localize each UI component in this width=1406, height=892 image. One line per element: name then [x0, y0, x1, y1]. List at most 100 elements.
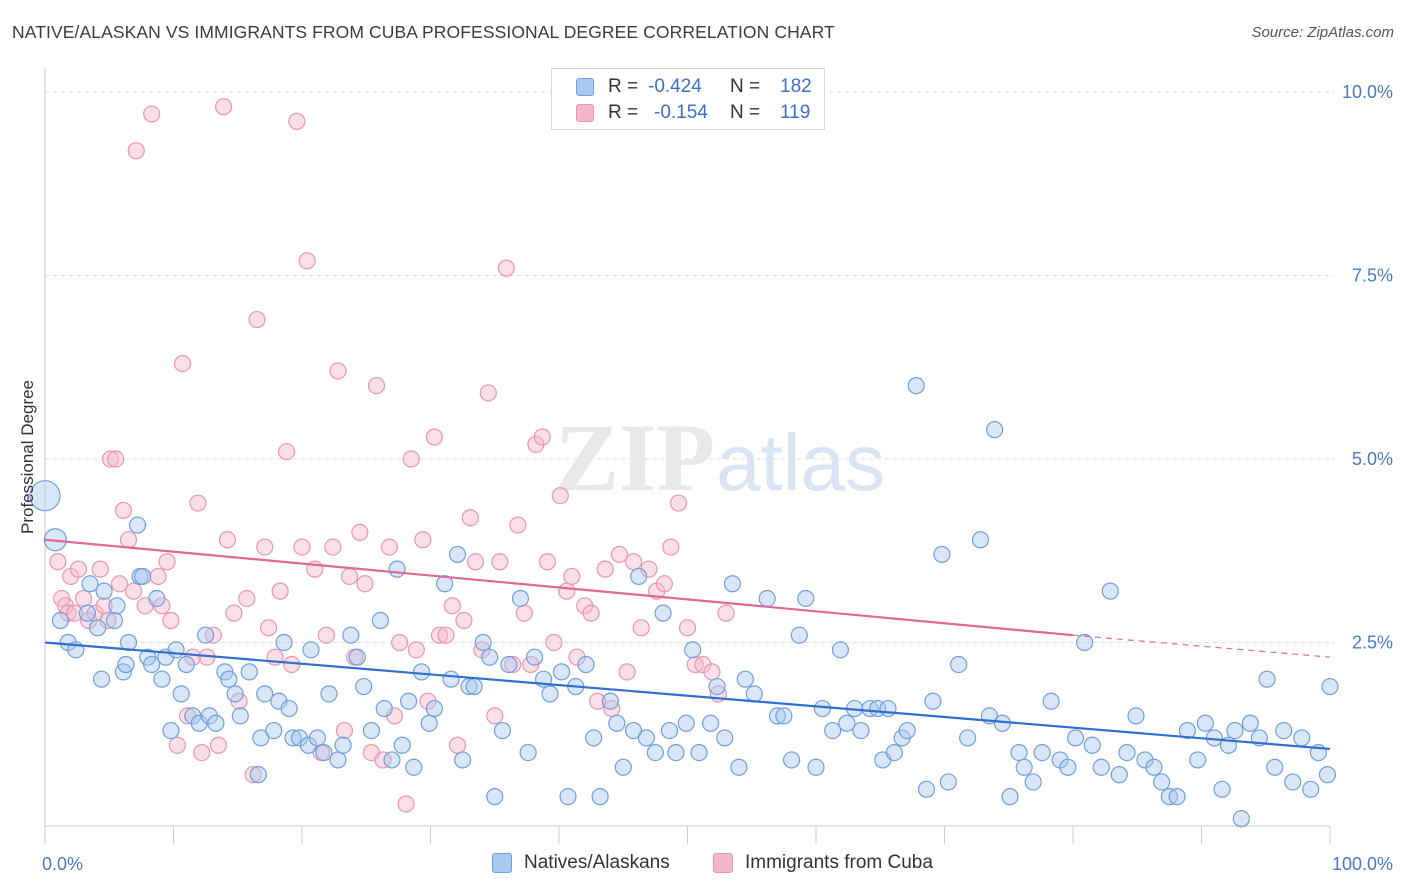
data-point-cuba — [288, 112, 306, 130]
data-point-natives — [879, 699, 897, 718]
data-point-cuba — [110, 575, 129, 593]
legend-row-natives: R = -0.424 N = 182 — [576, 74, 812, 100]
data-point-cuba — [504, 655, 522, 674]
data-point-cuba — [107, 450, 125, 468]
data-point-natives — [320, 685, 338, 703]
axes — [44, 68, 1331, 844]
series-legend: Natives/Alaskans Immigrants from Cuba — [0, 852, 1406, 876]
data-point-cuba — [259, 619, 278, 637]
data-point-natives — [630, 567, 648, 586]
data-point-natives — [601, 692, 620, 710]
data-point-natives — [342, 626, 360, 644]
data-point-natives — [654, 604, 672, 622]
data-point-cuba — [209, 736, 228, 754]
x-tick-label: 0.0% — [42, 854, 83, 874]
data-point-cuba — [443, 597, 461, 615]
data-point-cuba — [397, 795, 415, 813]
data-point-natives — [723, 575, 742, 593]
data-point-natives — [95, 582, 113, 600]
data-point-natives — [400, 692, 418, 710]
data-point-cuba — [215, 98, 233, 116]
data-point-natives — [959, 729, 977, 747]
legend-row-cuba: R = -0.154 N = 119 — [576, 100, 810, 126]
legend-swatch-blue — [492, 853, 512, 873]
legend-n-value: 182 — [780, 76, 812, 97]
data-point-natives — [486, 788, 504, 806]
data-point-natives — [677, 714, 695, 732]
data-point-natives — [950, 655, 968, 674]
data-point-natives — [933, 545, 951, 564]
data-point-cuba — [402, 450, 420, 468]
data-point-natives — [334, 736, 352, 754]
data-point-cuba — [563, 567, 581, 586]
data-point-natives — [608, 714, 626, 732]
data-point-cuba — [425, 428, 443, 446]
data-point-natives — [585, 729, 603, 747]
data-point-natives — [226, 685, 244, 703]
data-point-cuba — [618, 663, 636, 681]
data-point-natives — [637, 729, 655, 747]
data-point-natives — [1075, 633, 1094, 652]
data-point-natives — [831, 641, 850, 659]
data-point-natives — [284, 729, 302, 747]
data-point-natives — [885, 744, 903, 762]
trend-lines — [44, 538, 1331, 751]
legend-n-label: N = — [730, 102, 761, 123]
data-point-natives — [1145, 758, 1163, 776]
data-point-cuba — [694, 655, 712, 674]
data-point-natives — [1059, 758, 1077, 776]
data-point-natives — [256, 685, 274, 703]
data-point-cuba — [380, 538, 398, 556]
data-point-natives — [1101, 582, 1119, 600]
y-tick-label: 10.0% — [1342, 82, 1393, 102]
data-point-natives — [1258, 670, 1276, 688]
data-point-cuba — [588, 692, 607, 710]
data-point-natives — [660, 721, 679, 740]
data-point-natives — [1024, 773, 1042, 791]
data-point-natives — [92, 670, 111, 688]
data-point-cuba — [717, 604, 735, 622]
data-point-natives — [1178, 721, 1196, 740]
tick-labels: 10.0% 7.5% 5.0% 2.5% 0.0% 100.0% — [42, 82, 1393, 874]
data-point-cuba — [466, 553, 485, 571]
data-point-natives — [465, 677, 483, 696]
y-tick-label: 5.0% — [1352, 449, 1393, 469]
data-point-natives — [824, 721, 842, 740]
legend-label-natives: Natives/Alaskans — [524, 852, 670, 873]
data-point-cuba — [193, 744, 211, 762]
data-point-natives — [128, 516, 147, 534]
data-point-cuba — [596, 560, 614, 578]
data-point-natives — [329, 751, 347, 769]
data-point-natives — [1015, 758, 1033, 776]
data-point-natives — [117, 655, 135, 674]
data-point-cuba — [367, 377, 386, 395]
data-point-natives — [1266, 758, 1284, 776]
data-point-natives — [1066, 729, 1085, 747]
data-point-cuba — [293, 538, 311, 556]
data-point-natives — [782, 751, 801, 769]
trend-line-cuba — [44, 538, 1074, 637]
data-point-cuba — [225, 604, 243, 622]
legend-swatch-pink — [576, 104, 594, 122]
data-point-cuba — [356, 575, 374, 593]
data-point-natives — [646, 744, 664, 762]
legend-swatch-pink — [713, 853, 733, 873]
data-point-cuba — [538, 553, 557, 571]
data-point-cuba — [582, 604, 600, 622]
data-point-natives — [813, 699, 832, 718]
data-point-natives — [78, 604, 97, 622]
watermark-zip: ZIP — [555, 404, 715, 511]
data-point-cuba — [678, 619, 697, 637]
data-point-natives — [838, 714, 856, 732]
data-point-natives — [758, 589, 776, 608]
source-label: Source: ZipAtlas.com — [1251, 24, 1394, 41]
data-point-natives — [736, 670, 754, 688]
data-point-natives — [690, 744, 708, 762]
data-point-natives — [280, 699, 298, 718]
y-tick-label: 7.5% — [1352, 266, 1393, 286]
data-point-natives — [197, 626, 215, 644]
legend-label-cuba: Immigrants from Cuba — [745, 852, 933, 873]
data-point-cuba — [65, 604, 84, 622]
data-point-natives — [577, 655, 595, 674]
data-point-cuba — [173, 354, 192, 373]
